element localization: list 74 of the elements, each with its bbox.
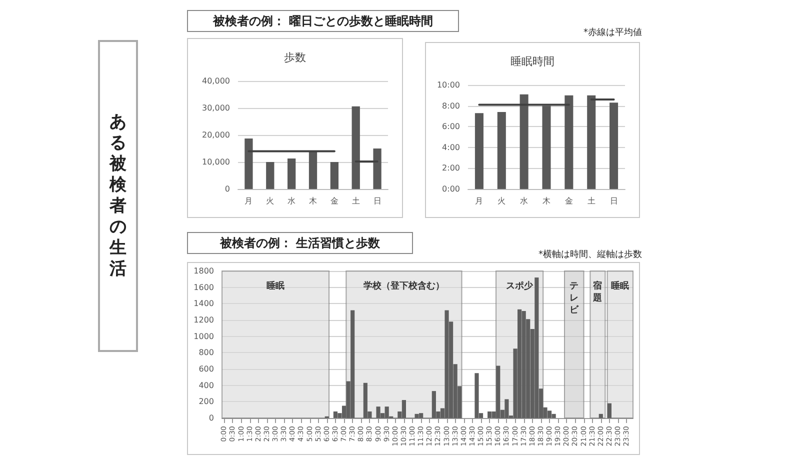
bar <box>552 414 556 418</box>
y-tick-label: 1200 <box>194 316 214 324</box>
band-label: 宿題 <box>592 280 602 304</box>
text: ある被検者の生活 <box>110 112 126 280</box>
bar <box>288 158 296 189</box>
bar <box>444 310 449 418</box>
bar <box>402 400 406 418</box>
bar <box>376 406 380 418</box>
bar <box>432 391 436 418</box>
text: *赤線は平均値 <box>582 26 642 40</box>
x-tick-label: 日 <box>373 196 382 206</box>
bar <box>363 382 368 418</box>
band-label: スポ少 <box>506 280 534 292</box>
y-tick-label: 10,000 <box>202 158 230 166</box>
y-tick-label: 800 <box>198 348 214 358</box>
y-tick-label: 600 <box>198 364 214 374</box>
bar <box>522 311 526 418</box>
y-tick-label: 1600 <box>194 282 214 292</box>
text: 被検者の例： 曜日ごとの歩数と睡眠時間 <box>187 10 459 32</box>
y-tick-label: 0 <box>208 414 214 422</box>
bar <box>414 414 419 418</box>
y-tick-label: 40,000 <box>202 76 230 86</box>
bar <box>488 411 492 418</box>
band-label: 学校（登下校含む） <box>363 280 444 292</box>
x-tick-label: 金 <box>330 196 338 206</box>
y-tick-label: 4:00 <box>442 142 460 152</box>
chart-title: 被検者の例： 生活習慣と歩数 <box>187 232 413 254</box>
bar <box>350 310 355 418</box>
bar <box>266 162 274 189</box>
x-tick-label: 水 <box>288 196 296 206</box>
y-tick-label: 0 <box>224 184 230 194</box>
x-tick-label: 土 <box>587 196 596 206</box>
bar <box>598 414 603 418</box>
y-tick-label: 1000 <box>194 332 214 341</box>
x-tick-label: 水 <box>520 196 528 206</box>
band-label: 睡眠 <box>266 280 285 292</box>
x-tick-label: 木 <box>542 196 550 206</box>
band-label: 睡眠 <box>611 280 630 292</box>
bar <box>474 373 479 418</box>
x-tick-label: 火 <box>266 196 274 206</box>
text: *横軸は時間、縦軸は歩数 <box>538 248 642 262</box>
y-tick-label: 20,000 <box>202 130 230 140</box>
chart-title: 歩数 <box>284 51 306 64</box>
y-tick-label: 400 <box>198 380 214 390</box>
bar <box>308 152 318 189</box>
bar <box>244 138 253 189</box>
bar <box>419 413 424 418</box>
y-tick-label: 6:00 <box>442 122 460 132</box>
chart-title: 睡眠時間 <box>510 55 554 68</box>
y-tick-label: 1800 <box>194 266 214 276</box>
y-tick-label: 0:00 <box>442 184 460 194</box>
bar <box>496 366 500 418</box>
x-tick-label: 月 <box>475 196 484 206</box>
x-tick-label: 日 <box>610 196 618 206</box>
x-tick-label: 木 <box>309 196 317 206</box>
bar <box>547 410 552 418</box>
bar <box>607 403 612 418</box>
y-tick-label: 8:00 <box>442 101 460 110</box>
x-tick-label: 火 <box>498 196 506 206</box>
bar <box>352 106 360 189</box>
x-tick-label: 土 <box>352 196 360 206</box>
x-tick-label: 月 <box>244 196 253 206</box>
y-tick-label: 10:00 <box>436 80 460 90</box>
bar <box>373 148 382 189</box>
band-label: テレビ <box>570 282 580 316</box>
x-tick-label: 金 <box>564 196 573 206</box>
y-tick-label: 30,000 <box>202 104 230 112</box>
bar <box>330 162 338 189</box>
y-tick-label: 1400 <box>194 299 214 308</box>
y-tick-label: 200 <box>198 397 214 406</box>
bar <box>384 406 389 418</box>
bar <box>504 399 509 418</box>
bar <box>534 278 539 418</box>
y-tick-label: 2:00 <box>442 164 460 173</box>
